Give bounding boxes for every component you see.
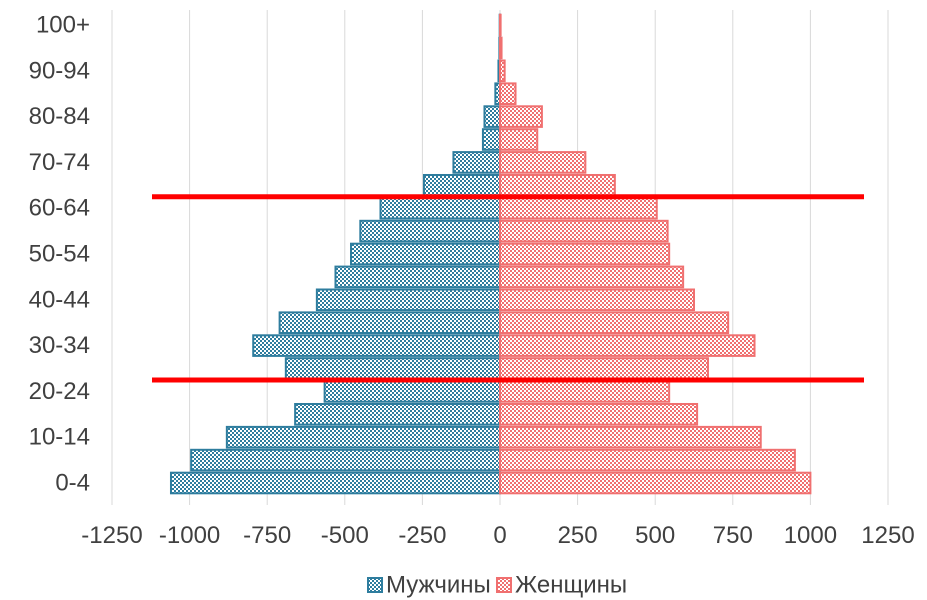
bar-female-85-89 — [499, 82, 517, 106]
bar-male-40-44 — [315, 288, 502, 312]
bar-female-60-64 — [499, 196, 658, 220]
bar-female-70-74 — [499, 151, 587, 174]
legend-label-male: Мужчины — [386, 572, 491, 599]
bar-female-45-49 — [499, 265, 685, 289]
bar-male-80-84 — [483, 105, 502, 128]
bar-female-95-99 — [499, 36, 503, 60]
y-tick-label-10-14: 10-14 — [29, 424, 90, 451]
y-tick-label-70-74: 70-74 — [29, 149, 90, 176]
bar-female-90-94 — [499, 59, 506, 83]
bar-female-10-14 — [499, 425, 762, 449]
y-axis-labels: 0-4 10-14 20-24 30-34 40-44 50-54 60-64 70-74 80… — [29, 12, 90, 497]
bar-female-15-19 — [499, 402, 699, 426]
bar-female-65-69 — [499, 173, 616, 197]
legend: Мужчины Женщины — [367, 572, 627, 599]
y-tick-label-80-84: 80-84 — [29, 103, 90, 130]
annotation-lines — [152, 194, 864, 383]
bar-female-100+ — [499, 13, 502, 37]
bar-male-55-59 — [359, 219, 501, 243]
x-tick-label-750: 750 — [713, 522, 753, 549]
bar-male-45-49 — [334, 265, 501, 289]
bar-male-15-19 — [294, 402, 501, 426]
legend-swatch-female — [496, 577, 512, 593]
x-tick-label-1000: 1000 — [784, 522, 837, 549]
bar-female-0-4 — [499, 471, 812, 495]
y-tick-label-90-94: 90-94 — [29, 57, 90, 84]
y-tick-label-0-4: 0-4 — [55, 470, 90, 497]
bar-female-40-44 — [499, 288, 695, 312]
y-tick-label-60-64: 60-64 — [29, 195, 90, 222]
bar-male-5-9 — [190, 448, 501, 472]
x-tick-label--1000: -1000 — [159, 522, 220, 549]
bar-female-5-9 — [499, 448, 796, 472]
bar-male-10-14 — [225, 425, 502, 449]
y-tick-label-40-44: 40-44 — [29, 286, 90, 313]
bar-male-25-29 — [284, 357, 501, 380]
bar-female-20-24 — [499, 380, 671, 403]
bar-male-75-79 — [481, 128, 502, 151]
bar-female-50-54 — [499, 242, 671, 266]
bar-male-35-39 — [278, 311, 501, 335]
bar-female-80-84 — [499, 105, 543, 128]
bar-male-20-24 — [323, 380, 501, 403]
bar-male-60-64 — [379, 196, 501, 220]
bar-male-50-54 — [350, 242, 501, 266]
bars — [169, 13, 812, 495]
x-tick-label--500: -500 — [321, 522, 369, 549]
bar-female-30-34 — [499, 334, 756, 357]
x-tick-label-250: 250 — [558, 522, 598, 549]
x-tick-label--250: -250 — [398, 522, 446, 549]
y-tick-label-50-54: 50-54 — [29, 241, 90, 268]
bar-male-70-74 — [452, 151, 502, 174]
legend-swatch-male — [367, 577, 383, 593]
legend-label-female: Женщины — [515, 572, 627, 599]
bar-female-35-39 — [499, 311, 730, 335]
x-tick-label-0: 0 — [493, 522, 506, 549]
y-tick-label-20-24: 20-24 — [29, 378, 90, 405]
x-tick-label--1250: -1250 — [81, 522, 142, 549]
bar-male-30-34 — [252, 334, 501, 357]
x-tick-label-1250: 1250 — [861, 522, 914, 549]
x-tick-label--750: -750 — [243, 522, 291, 549]
bar-female-75-79 — [499, 128, 539, 151]
y-tick-label-100+: 100+ — [36, 12, 90, 39]
bar-male-65-69 — [422, 173, 501, 197]
y-tick-label-30-34: 30-34 — [29, 332, 90, 359]
x-axis-labels: -1250 -1000 -750 -500 -250 0 250 500 750 1000 1250 — [81, 522, 914, 549]
x-tick-label-500: 500 — [635, 522, 675, 549]
bar-female-25-29 — [499, 357, 709, 380]
bar-female-55-59 — [499, 219, 669, 243]
bar-male-0-4 — [169, 471, 501, 495]
